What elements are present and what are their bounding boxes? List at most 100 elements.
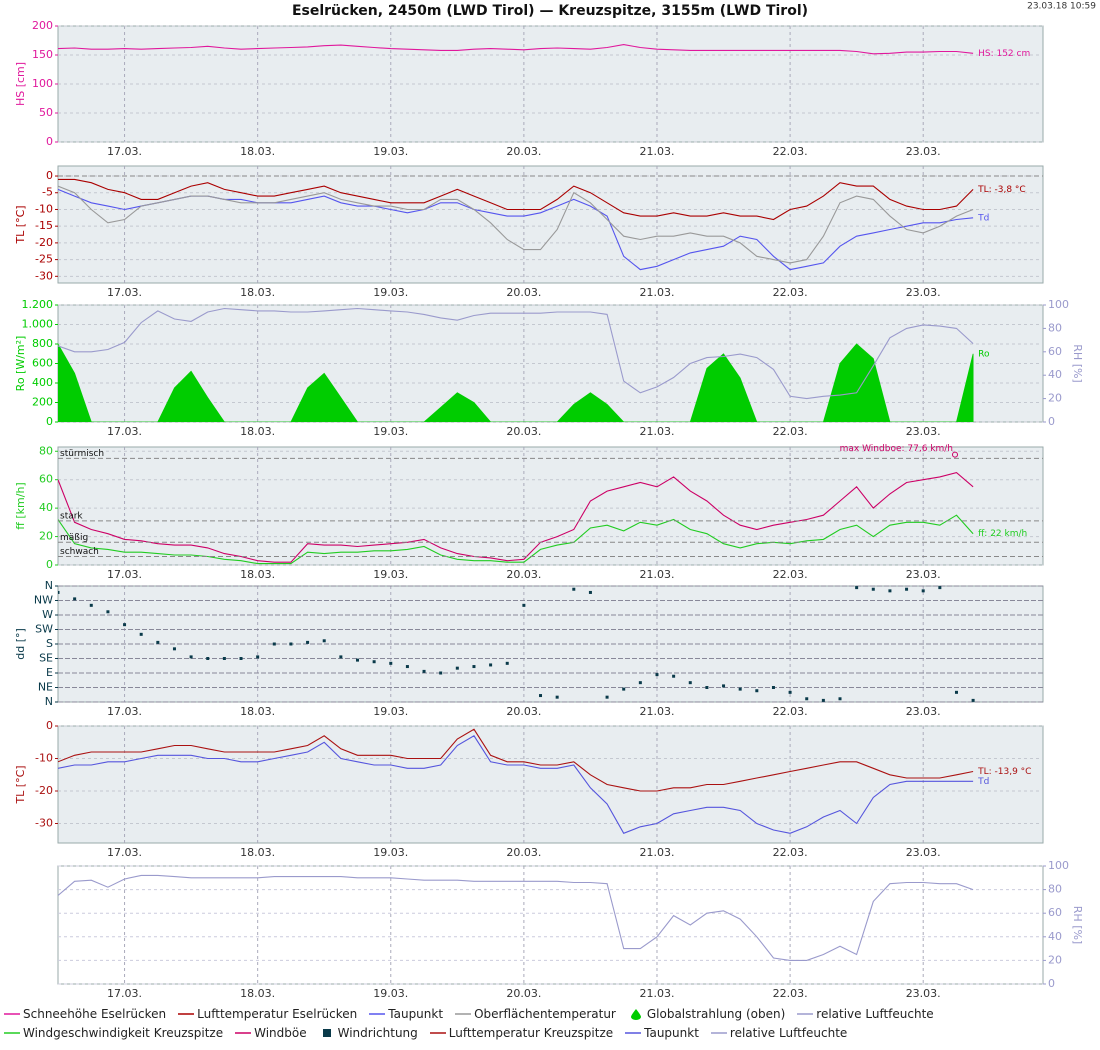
threshold-label: schwach [60, 547, 99, 557]
x-tick-label: 17.03. [107, 425, 142, 438]
point [788, 690, 792, 694]
point [821, 698, 825, 702]
legend-item: Oberflächentemperatur [455, 1007, 616, 1021]
point [921, 589, 925, 593]
point [489, 663, 493, 667]
plot-area [57, 865, 1044, 985]
x-tick-label: 19.03. [373, 568, 408, 581]
point [555, 695, 559, 699]
legend-symbol [710, 1032, 727, 1034]
end-label: Ro [978, 349, 990, 359]
point [139, 632, 143, 636]
x-tick-label: 18.03. [240, 568, 275, 581]
series-line [58, 307, 974, 400]
y-tick-label: -30 [35, 817, 53, 830]
series-group [58, 178, 974, 271]
legend-label: Windrichtung [337, 1026, 418, 1040]
point [672, 674, 676, 678]
y-tick-label: 400 [32, 376, 53, 389]
point [239, 657, 243, 660]
series-group [58, 874, 974, 961]
y-tick-label: E [46, 666, 53, 679]
point [688, 681, 692, 685]
y-tick-label: 0 [46, 169, 53, 182]
x-tick-label: 17.03. [107, 987, 142, 1000]
point [705, 686, 709, 689]
point [505, 661, 509, 665]
x-tick-label: 22.03. [773, 145, 808, 158]
y-tick-label: N [45, 695, 53, 708]
point [256, 655, 260, 659]
x-tick-label: 18.03. [240, 987, 275, 1000]
point [971, 698, 975, 702]
y2-tick-label: 100 [1048, 298, 1069, 311]
x-tick-label: 23.03. [906, 568, 941, 581]
point [405, 665, 409, 669]
series-line [58, 44, 974, 55]
x-tick-label: 19.03. [373, 987, 408, 1000]
legend-label: Globalstrahlung (oben) [646, 1007, 786, 1021]
y-axis-label: dd [°] [14, 628, 27, 660]
point [588, 590, 592, 594]
y-tick-label: 0 [46, 135, 53, 148]
point [455, 666, 459, 670]
y-tick-label: 100 [32, 77, 53, 90]
x-tick-label: 17.03. [107, 705, 142, 718]
x-tick-label: 22.03. [773, 846, 808, 859]
point [605, 695, 609, 699]
plot-area [57, 165, 1044, 284]
point [539, 694, 543, 698]
y-tick-label: -10 [35, 202, 53, 215]
point [472, 665, 476, 669]
x-tick-label: 20.03. [506, 568, 541, 581]
y-axis-label: TL [°C] [14, 765, 27, 804]
y-tick-label: S [46, 637, 53, 650]
point [389, 661, 393, 665]
x-tick-label: 18.03. [240, 705, 275, 718]
y2-tick-label: 0 [1048, 415, 1055, 428]
point [722, 684, 726, 688]
x-tick-label: 19.03. [373, 425, 408, 438]
x-tick-label: 17.03. [107, 846, 142, 859]
x-tick-label: 23.03. [906, 145, 941, 158]
y-axis-label: HS [cm] [14, 62, 27, 106]
threshold-label: mäßig [60, 533, 88, 543]
x-tick-label: 20.03. [506, 286, 541, 299]
legend-item: relative Luftfeuchte [710, 1026, 847, 1040]
legend-symbol [4, 1032, 20, 1034]
x-tick-label: 19.03. [373, 145, 408, 158]
point [89, 603, 93, 607]
x-tick-label: 20.03. [506, 846, 541, 859]
x-tick-label: 21.03. [639, 846, 674, 859]
legend-label: Oberflächentemperatur [474, 1007, 616, 1021]
max-gust-label: max Windboe: 77,6 km/h [840, 444, 953, 454]
end-label: TL: -3,8 °C [977, 185, 1026, 195]
y-tick-label: -20 [35, 236, 53, 249]
legend-symbol [178, 1013, 195, 1015]
point [954, 690, 958, 694]
y-tick-label: 200 [32, 396, 53, 409]
point [655, 673, 659, 677]
legend-item: Lufttemperatur Kreuzspitze [429, 1026, 613, 1040]
legend-swatch [630, 1009, 641, 1020]
point [306, 640, 310, 644]
point [189, 655, 193, 659]
x-tick-label: 17.03. [107, 286, 142, 299]
point [206, 657, 210, 660]
y-tick-label: -30 [35, 269, 53, 282]
series-line [58, 471, 974, 563]
x-tick-label: 17.03. [107, 145, 142, 158]
y-tick-label: 80 [39, 444, 53, 457]
y-tick-label: NW [34, 594, 53, 607]
y2-tick-label: 100 [1048, 859, 1069, 872]
x-tick-label: 19.03. [373, 286, 408, 299]
legend-item: Globalstrahlung (oben) [628, 1007, 785, 1021]
end-label: Td [977, 213, 989, 223]
legend-item: Windböe [235, 1026, 307, 1040]
legend: Schneehöhe Eselrücken Lufttemperatur Esel… [4, 1007, 1096, 1040]
legend-item: relative Luftfeuchte [797, 1007, 934, 1021]
x-tick-label: 18.03. [240, 286, 275, 299]
x-tick-label: 21.03. [639, 145, 674, 158]
point [888, 589, 892, 593]
x-tick-label: 23.03. [906, 286, 941, 299]
